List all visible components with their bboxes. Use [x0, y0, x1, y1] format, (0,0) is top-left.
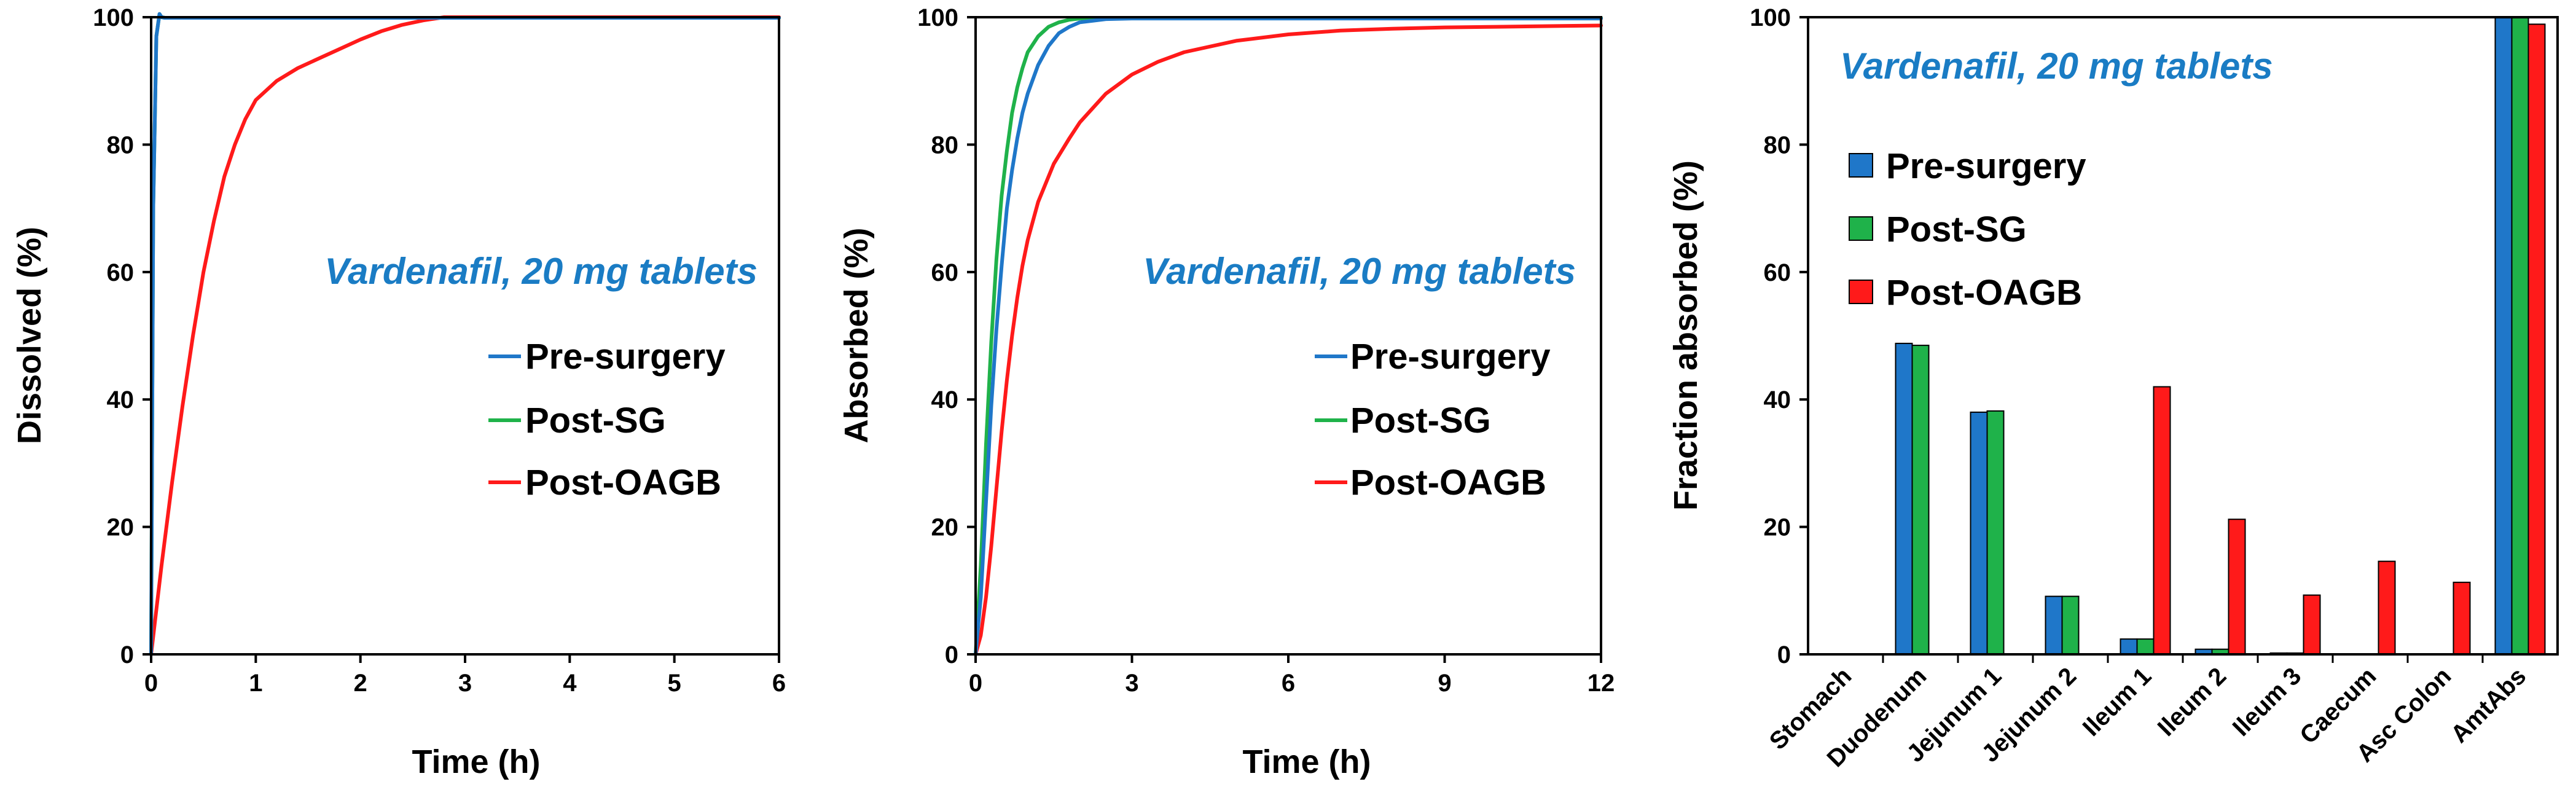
- fraction-y-tick-label: 100: [1750, 4, 1791, 31]
- absorbed-x-tick-label: 9: [1438, 670, 1451, 697]
- absorbed-x-tick-label: 12: [1587, 670, 1615, 697]
- dissolved-x-tick-label: 1: [249, 670, 262, 697]
- dissolved-x-tick-label: 5: [668, 670, 681, 697]
- fraction-legend-swatch-pre-surgery: [1849, 153, 1873, 178]
- fraction-annotation: Vardenafil, 20 mg tablets: [1840, 45, 2273, 87]
- bar-amtabs-post-oagb: [2527, 23, 2546, 655]
- dissolved-legend-label-pre-surgery: Pre-surgery: [525, 337, 726, 377]
- dissolved-y-tick-label: 40: [107, 386, 135, 413]
- fraction-y-tick-label: 60: [1764, 259, 1791, 286]
- dissolved-x-tick-label: 3: [458, 670, 472, 697]
- absorbed-x-tick-label: 6: [1282, 670, 1295, 697]
- bar-ileum-1-pre-surgery: [2120, 638, 2138, 655]
- bar-jejunum-2-pre-surgery: [2045, 595, 2063, 655]
- fraction-legend: Pre-surgery Post-SG Post-OAGB: [1849, 146, 2086, 313]
- dissolved-x-tick-label: 0: [144, 670, 158, 697]
- bar-duodenum-post-sg: [1911, 345, 1930, 655]
- absorbed-x-tick-label: 3: [1125, 670, 1138, 697]
- bar-jejunum-2-post-sg: [2061, 595, 2080, 655]
- fraction-x-tick-label-ileum-2: Ileum 2: [2153, 662, 2232, 742]
- absorbed-y-axis-label: Absorbed (%): [838, 228, 875, 444]
- absorbed-line-post-oagb: [974, 23, 1603, 656]
- absorbed-legend-label-post-sg: Post-SG: [1350, 401, 1491, 441]
- dissolved-x-tick-label: 2: [354, 670, 367, 697]
- dissolved-y-tick-label: 80: [107, 131, 135, 159]
- fraction-legend-label-post-oagb: Post-OAGB: [1886, 273, 2082, 313]
- absorbed-legend: Pre-surgery Post-SG Post-OAGB: [1315, 337, 1551, 503]
- bar-asc-colon-post-oagb: [2453, 581, 2471, 655]
- bar-ileum-1-post-oagb: [2153, 386, 2171, 655]
- dissolved-line-pre-surgery: [149, 12, 781, 656]
- dissolved-legend: Pre-surgery Post-SG Post-OAGB: [488, 337, 726, 503]
- absorbed-x-axis-label: Time (h): [1242, 743, 1371, 780]
- dissolved-x-tick-label: 6: [772, 670, 786, 697]
- fraction-y-tick-label: 20: [1764, 514, 1791, 541]
- bar-jejunum-1-pre-surgery: [1970, 411, 1988, 656]
- fraction-bars: [1895, 17, 2546, 656]
- bar-ileum-2-post-oagb: [2228, 519, 2246, 656]
- fraction-plot-frame: [1807, 16, 2559, 656]
- absorbed-y-tick-label: 40: [931, 386, 959, 413]
- dissolved-x-axis-label: Time (h): [412, 743, 540, 780]
- absorbed-y-tick-label: 100: [917, 4, 958, 31]
- fraction-x-tick-label-amtabs: AmtAbs: [2446, 662, 2532, 748]
- fraction-y-tick-label: 40: [1764, 386, 1791, 413]
- absorbed-annotation: Vardenafil, 20 mg tablets: [1143, 251, 1576, 292]
- absorbed-y-tick-label: 20: [931, 514, 959, 541]
- dissolved-plot-frame: [150, 16, 780, 656]
- dissolved-annotation: Vardenafil, 20 mg tablets: [324, 251, 758, 292]
- absorbed-ticks: 0 3 6 9 12 0 20 40 60 80 100: [917, 4, 1615, 697]
- bar-ileum-3-post-oagb: [2303, 594, 2321, 655]
- absorbed-y-tick-label: 60: [931, 259, 959, 286]
- dissolved-line-post-oagb: [149, 15, 781, 656]
- bar-duodenum-pre-surgery: [1895, 342, 1913, 656]
- dissolved-legend-label-post-oagb: Post-OAGB: [525, 463, 721, 503]
- fraction-x-tick-label-ileum-1: Ileum 1: [2078, 662, 2157, 742]
- fraction-y-tick-label: 0: [1777, 641, 1791, 668]
- absorbed-plot-frame: [974, 16, 1602, 656]
- dissolved-line-post-sg: [149, 12, 781, 656]
- dissolved-plot-lines: [149, 12, 781, 656]
- fraction-legend-label-pre-surgery: Pre-surgery: [1886, 146, 2086, 186]
- fraction-y-axis-label: Fraction absorbed (%): [1667, 160, 1704, 511]
- absorbed-legend-label-pre-surgery: Pre-surgery: [1350, 337, 1551, 377]
- absorbed-y-tick-label: 80: [931, 131, 959, 159]
- absorbed-plot-lines: [974, 16, 1603, 656]
- dissolved-y-axis-label: Dissolved (%): [11, 227, 48, 444]
- absorbed-legend-label-post-oagb: Post-OAGB: [1350, 463, 1546, 503]
- bar-ileum-1-post-sg: [2136, 638, 2155, 655]
- dissolved-x-tick-label: 4: [563, 670, 577, 697]
- bar-jejunum-1-post-sg: [1986, 410, 2005, 656]
- bar-amtabs-pre-surgery: [2494, 17, 2513, 655]
- bar-amtabs-post-sg: [2511, 17, 2529, 655]
- fraction-legend-swatch-post-sg: [1849, 216, 1873, 241]
- absorbed-y-tick-label: 0: [945, 641, 958, 668]
- dissolved-y-tick-label: 100: [93, 4, 134, 31]
- absorbed-line-post-sg: [974, 16, 1603, 656]
- bar-caecum-post-oagb: [2378, 560, 2396, 655]
- fraction-y-tick-label: 80: [1764, 131, 1791, 159]
- fraction-legend-swatch-post-oagb: [1849, 280, 1873, 304]
- absorbed-line-pre-surgery: [974, 17, 1603, 656]
- panel-absorbed: 0 3 6 9 12 0 20 40 60 80 100 Vardenafil, 20 mg tab…: [838, 4, 1615, 780]
- dissolved-y-tick-label: 0: [120, 641, 134, 668]
- fraction-legend-label-post-sg: Post-SG: [1886, 210, 2027, 249]
- dissolved-legend-label-post-sg: Post-SG: [525, 401, 666, 441]
- dissolved-y-tick-label: 20: [107, 514, 135, 541]
- dissolved-y-tick-label: 60: [107, 259, 135, 286]
- absorbed-x-tick-label: 0: [969, 670, 982, 697]
